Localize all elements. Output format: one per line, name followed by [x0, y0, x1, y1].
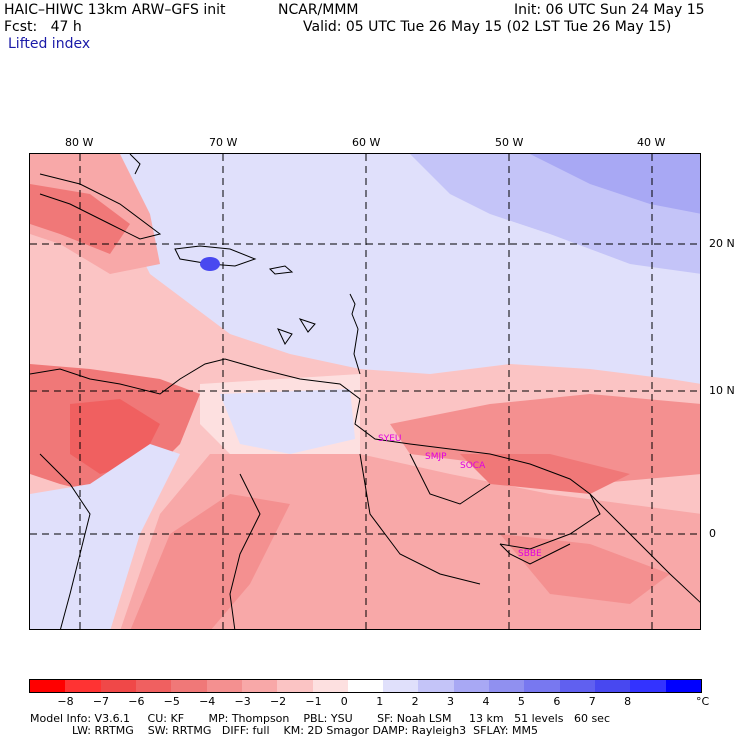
color-scale-tick-label: 4 [482, 695, 490, 708]
color-scale-tick-label: −7 [92, 695, 110, 708]
init-time: Init: 06 UTC Sun 24 May 15 [514, 2, 705, 18]
color-scale-segment [347, 680, 384, 692]
color-scale-tick-label: −4 [199, 695, 216, 708]
model-info-line-1: Model Info: V3.6.1 CU: KF MP: Thompson P… [30, 712, 610, 725]
color-scale-segment [135, 680, 172, 692]
color-scale-segment [312, 680, 348, 692]
color-scale-bar [29, 679, 702, 693]
station-smjp: SMJP [425, 452, 447, 462]
color-scale-tick-label: 3 [447, 695, 455, 708]
lon-label-80w: 80 W [65, 136, 94, 149]
color-scale-tick-label: −6 [128, 695, 145, 708]
pacific-stable-strip [30, 444, 180, 629]
lon-label-70w: 70 W [209, 136, 238, 149]
lon-label-60w: 60 W [352, 136, 381, 149]
color-scale-segment [277, 680, 313, 692]
lon-label-50w: 50 W [495, 136, 524, 149]
caribbean-stable-zone [220, 389, 355, 454]
lat-label-10n: 10 N [709, 384, 735, 397]
station-soca: SOCA [460, 461, 486, 471]
color-scale-segment [100, 680, 136, 692]
color-scale-segment [418, 680, 454, 692]
color-scale-segment [665, 680, 701, 692]
guiana-coast-core [460, 454, 630, 494]
color-scale-segment [524, 680, 560, 692]
color-scale-tick-label: 2 [411, 695, 419, 708]
model-info-line-2: LW: RRTMG SW: RRTMG DIFF: full KM: 2D Sm… [30, 724, 538, 737]
island-chains [129, 154, 361, 375]
amazon-west-core [130, 494, 290, 629]
hispaniola-stable-spot [200, 257, 220, 271]
color-scale-segment [630, 680, 666, 692]
color-scale-tick-label: 7 [588, 695, 596, 708]
color-scale-tick-label: −5 [163, 695, 180, 708]
color-scale-tick-label: −3 [234, 695, 251, 708]
east-amazon-core [500, 534, 670, 604]
model-title: HAIC–HIWC 13km ARW–GFS init [4, 2, 226, 18]
station-sbbe: SBBE [518, 549, 542, 559]
institution: NCAR/MMM [278, 2, 359, 18]
valid-time: Valid: 05 UTC Tue 26 May 15 (02 LST Tue … [303, 19, 672, 35]
color-scale-tick-label: 6 [553, 695, 561, 708]
color-scale-segment [206, 680, 242, 692]
color-scale-segment [559, 680, 595, 692]
color-scale-tick-label: −2 [269, 695, 287, 708]
color-scale-segment [489, 680, 525, 692]
lat-lon-grid [30, 154, 700, 629]
color-scale-tick-label: 1 [376, 695, 384, 708]
lifted-index-map: SYEU SMJP SOCA SBBE [29, 153, 701, 630]
color-scale-tick-label: −8 [57, 695, 74, 708]
color-scale-segment [383, 680, 419, 692]
coastlines [30, 173, 700, 629]
stable-core-northeast [530, 154, 700, 214]
color-scale-segment [30, 680, 66, 692]
color-scale-segment [453, 680, 490, 692]
color-scale-unit: °C [696, 695, 710, 708]
color-scale-segment [171, 680, 207, 692]
lon-label-40w: 40 W [637, 136, 666, 149]
color-scale-tick-label: −1 [305, 695, 322, 708]
forecast-hour: Fcst: 47 h [4, 19, 82, 35]
color-scale-segment [595, 680, 631, 692]
lat-label-20n: 20 N [709, 237, 735, 250]
color-scale-segment [241, 680, 278, 692]
map-canvas [30, 154, 700, 629]
lat-label-0: 0 [709, 527, 716, 540]
color-scale-tick-label: 8 [624, 695, 632, 708]
color-scale-tick-label: 0 [340, 695, 348, 708]
atlantic-itcz-band [390, 394, 700, 484]
color-scale-tick-label: 5 [517, 695, 525, 708]
station-syeu: SYEU [378, 434, 402, 444]
field-name: Lifted index [8, 36, 91, 52]
color-scale-segment [65, 680, 101, 692]
